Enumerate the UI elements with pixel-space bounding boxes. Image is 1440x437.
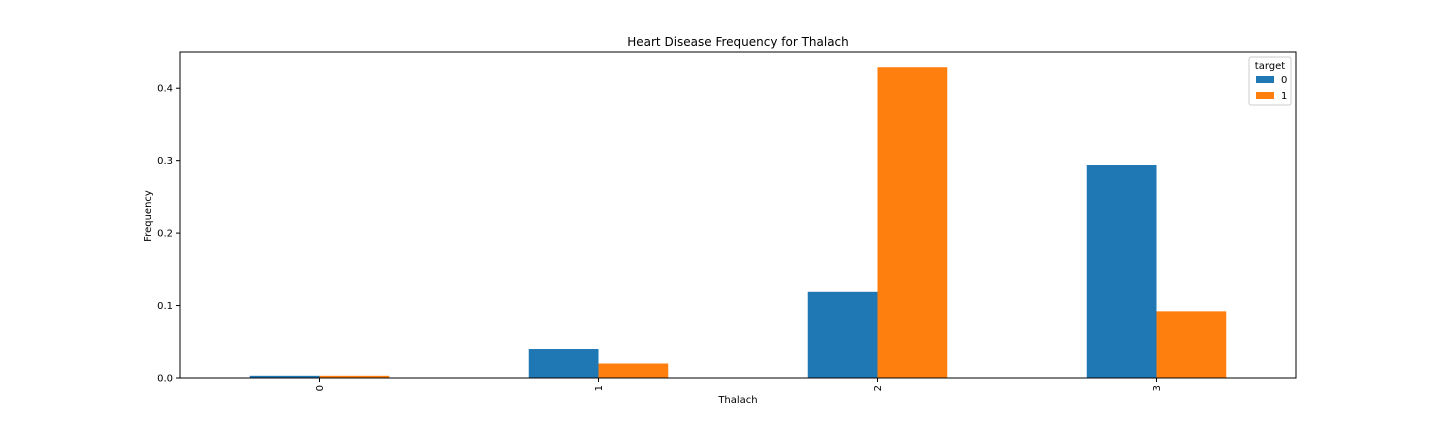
bar-series-1-cat-0 [319,375,390,378]
bar-series-0-cat-2 [807,291,878,378]
legend-label-0: 0 [1281,75,1287,86]
legend-swatch-1 [1256,92,1274,99]
x-tick-label: 0 [315,385,326,391]
legend: target 0 1 [1248,56,1292,106]
y-tick-label: 0.3 [157,156,173,167]
x-axis: 0 1 2 3 [315,378,1163,391]
bar-series-0-cat-1 [528,349,599,378]
bar-series-1-cat-2 [877,67,948,379]
x-axis-label: Thalach [717,395,757,406]
bar-series-0-cat-3 [1086,165,1157,378]
legend-title: target [1255,61,1285,72]
y-axis-label: Frequency [143,190,154,242]
legend-swatch-0 [1256,76,1274,83]
bar-series-1-cat-1 [598,363,669,378]
x-tick-label: 1 [594,385,605,391]
y-tick-label: 0.4 [157,84,173,95]
chart-title: Heart Disease Frequency for Thalach [627,35,849,49]
plot-frame [179,51,1297,379]
y-tick-label: 0.0 [157,374,173,385]
bar-series-0-cat-0 [249,375,320,378]
x-tick-label: 2 [873,385,884,391]
bar-series-1-cat-3 [1156,311,1227,378]
y-tick-label: 0.1 [157,301,173,312]
legend-label-1: 1 [1281,91,1287,102]
bars [249,67,1227,379]
y-tick-label: 0.2 [157,229,173,240]
y-axis: 0.0 0.1 0.2 0.3 0.4 [157,84,180,385]
x-tick-label: 3 [1152,385,1163,391]
